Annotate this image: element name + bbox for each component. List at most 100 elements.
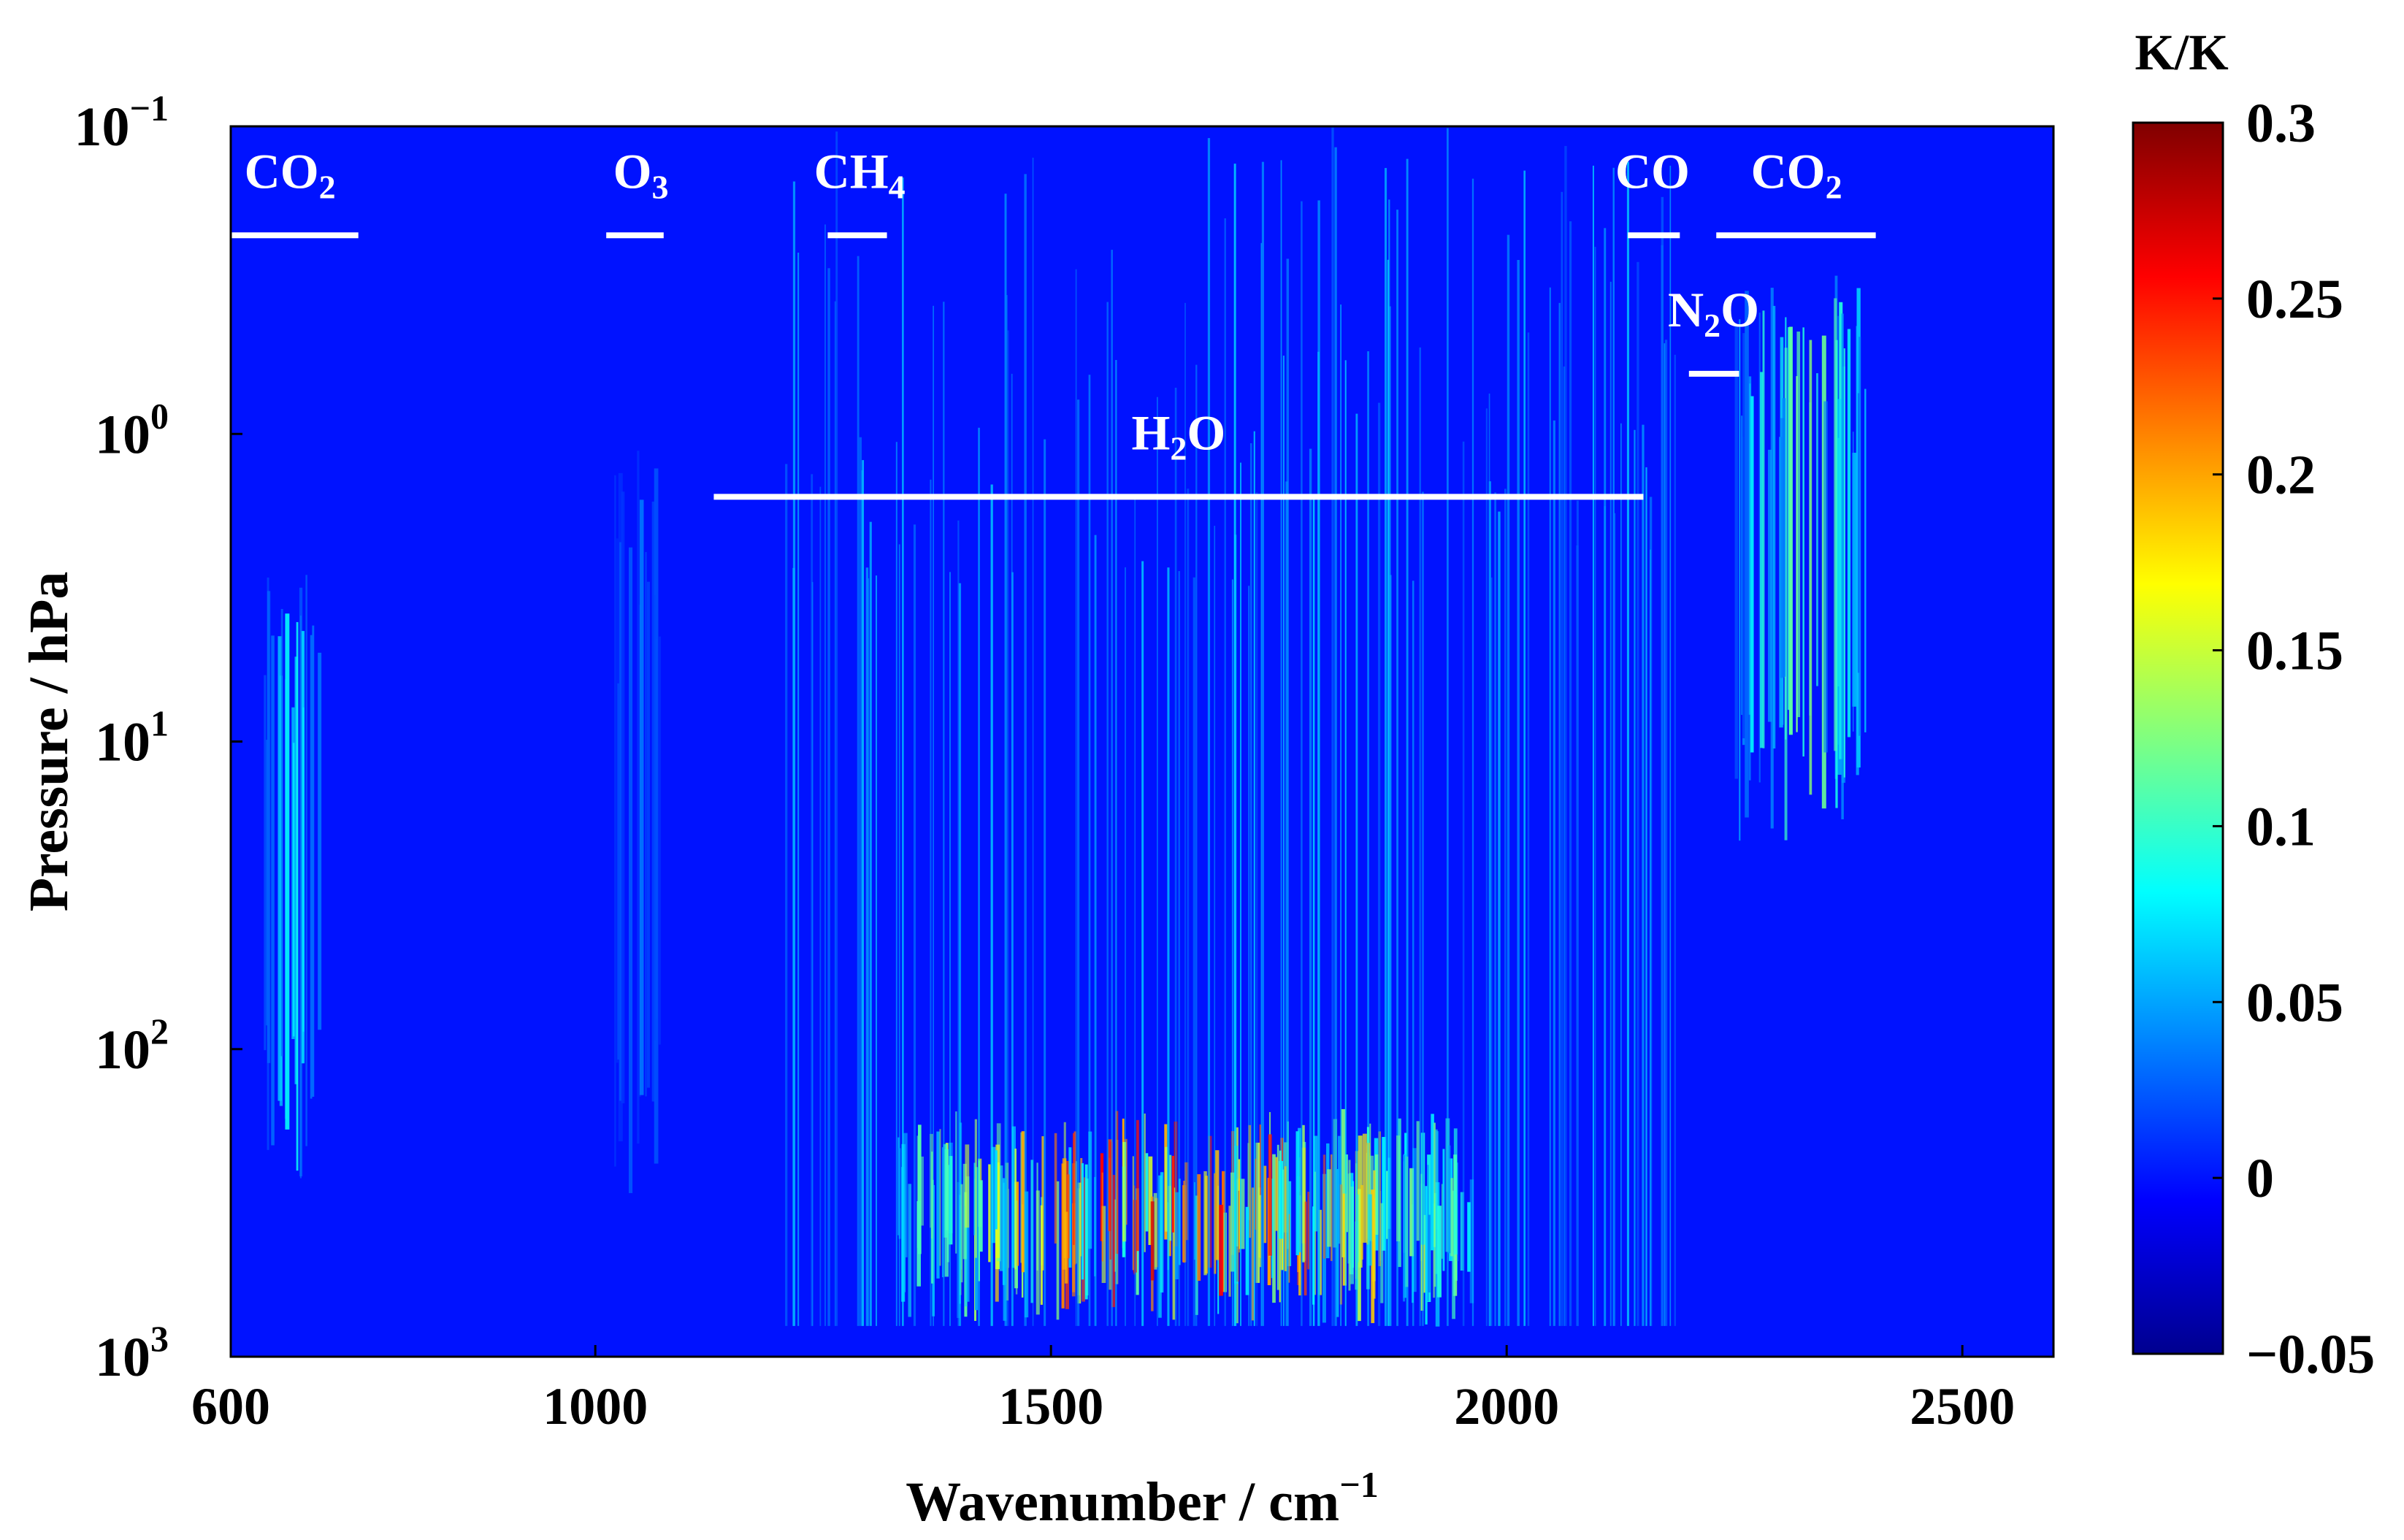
spectral-line bbox=[955, 1111, 957, 1254]
spectral-line bbox=[958, 583, 962, 1326]
spectral-line bbox=[797, 252, 800, 1326]
spectral-line bbox=[614, 475, 616, 1167]
spectral-line bbox=[1251, 1187, 1255, 1321]
spectral-line bbox=[1285, 1166, 1287, 1271]
colorbar-tick-label: 0.1 bbox=[2246, 796, 2316, 857]
spectral-line bbox=[1561, 191, 1563, 1326]
spectral-line bbox=[1864, 388, 1867, 732]
spectral-line bbox=[1553, 420, 1555, 1326]
spectral-line bbox=[1604, 506, 1606, 1326]
spectral-line bbox=[943, 1143, 948, 1238]
spectral-line bbox=[1784, 348, 1788, 840]
spectral-line bbox=[617, 683, 619, 1060]
spectral-line bbox=[1549, 287, 1551, 1326]
spectral-line bbox=[1122, 1141, 1127, 1242]
spectral-line bbox=[1734, 324, 1738, 779]
spectral-line bbox=[1153, 1192, 1157, 1270]
spectral-line bbox=[1398, 1118, 1401, 1268]
spectral-line bbox=[1371, 1190, 1375, 1323]
spectral-line bbox=[1841, 313, 1844, 820]
spectral-line bbox=[1576, 545, 1579, 1326]
spectral-line bbox=[280, 608, 283, 1057]
spectral-line bbox=[1064, 1211, 1068, 1284]
spectral-line bbox=[1165, 1146, 1168, 1232]
spectral-line bbox=[1802, 327, 1804, 756]
spectral-line bbox=[1337, 1135, 1341, 1244]
spectral-line bbox=[1249, 443, 1252, 1326]
spectral-line bbox=[1016, 1181, 1019, 1266]
spectral-line bbox=[1317, 351, 1320, 1326]
spectral-line bbox=[1856, 326, 1859, 775]
spectral-line bbox=[1858, 337, 1861, 736]
spectral-line bbox=[897, 1137, 900, 1236]
colorbar-tick-label: −0.05 bbox=[2246, 1324, 2375, 1385]
spectral-line bbox=[1626, 161, 1629, 1326]
spectral-line bbox=[1230, 1172, 1235, 1272]
spectral-line bbox=[1240, 1179, 1245, 1249]
spectral-line bbox=[1171, 1155, 1174, 1233]
spectral-line bbox=[913, 524, 916, 1326]
spectral-line bbox=[988, 1164, 991, 1263]
spectral-line bbox=[1011, 373, 1013, 1326]
spectral-line bbox=[1341, 1108, 1346, 1257]
spectral-line bbox=[1011, 1126, 1016, 1268]
spectral-line bbox=[621, 491, 625, 1103]
spectral-line bbox=[1558, 302, 1561, 1326]
spectral-line bbox=[1215, 1150, 1220, 1260]
spectral-line bbox=[819, 486, 822, 1326]
spectral-line bbox=[978, 1160, 980, 1282]
x-tick-label: 1500 bbox=[998, 1377, 1103, 1436]
spectral-line bbox=[859, 437, 862, 1326]
spectral-line bbox=[895, 442, 897, 1326]
spectral-line bbox=[1450, 1178, 1453, 1257]
y-tick-label: 102 bbox=[95, 1011, 169, 1081]
spectral-line bbox=[1255, 1142, 1260, 1283]
spectral-line bbox=[1030, 1160, 1034, 1303]
spectral-line bbox=[1263, 1165, 1267, 1244]
spectral-line bbox=[1301, 1125, 1305, 1263]
spectral-line bbox=[1144, 1113, 1146, 1252]
spectral-line bbox=[930, 479, 932, 1326]
heatmap-region bbox=[1734, 275, 1867, 841]
spectral-line bbox=[1286, 258, 1290, 1326]
spectral-line bbox=[1594, 247, 1596, 1326]
spectral-line bbox=[1313, 1171, 1317, 1295]
spectral-line bbox=[1340, 304, 1341, 1326]
y-tick-label: 10−1 bbox=[74, 88, 169, 158]
spectral-line bbox=[1085, 1178, 1089, 1296]
spectral-line bbox=[1460, 1192, 1464, 1271]
spectral-line bbox=[654, 468, 659, 1164]
spectral-line bbox=[1374, 1154, 1379, 1235]
spectral-line bbox=[1739, 319, 1741, 841]
spectral-line bbox=[916, 1200, 921, 1287]
spectral-line bbox=[898, 544, 900, 1326]
spectral-line bbox=[1390, 575, 1392, 1326]
spectral-line bbox=[294, 656, 298, 1084]
colorbar-tick-label: 0.05 bbox=[2246, 972, 2343, 1033]
spectral-line bbox=[861, 470, 863, 1326]
spectral-line bbox=[1231, 579, 1233, 1326]
heatmap-region bbox=[264, 575, 322, 1179]
spectral-line bbox=[1272, 1154, 1276, 1303]
spectral-line bbox=[1195, 364, 1198, 1326]
band-co: CO bbox=[1615, 143, 1690, 239]
band-label: CO bbox=[1615, 143, 1690, 199]
spectral-line bbox=[1081, 1162, 1084, 1280]
spectral-line bbox=[1245, 1206, 1249, 1295]
spectral-line bbox=[974, 1119, 977, 1258]
absorption-band-labels: CO2 O3 CH4 CO CO2 N2O H2O bbox=[231, 143, 1876, 500]
spectral-line bbox=[1006, 330, 1009, 1326]
spectral-line bbox=[1066, 1174, 1070, 1259]
spectral-line bbox=[916, 1135, 919, 1248]
spectral-line bbox=[265, 740, 269, 1026]
band-h2o: H2O bbox=[713, 405, 1644, 500]
spectral-line bbox=[1342, 1193, 1347, 1286]
spectral-line bbox=[1301, 201, 1303, 1326]
colorbar-label: K/K bbox=[2135, 25, 2228, 81]
spectral-line bbox=[1426, 1165, 1429, 1302]
spectral-line bbox=[862, 460, 865, 1326]
spectral-line bbox=[1298, 1127, 1302, 1252]
spectral-line bbox=[1609, 281, 1612, 1326]
faint-lines bbox=[785, 127, 1676, 1326]
spectral-line bbox=[995, 1144, 1000, 1258]
